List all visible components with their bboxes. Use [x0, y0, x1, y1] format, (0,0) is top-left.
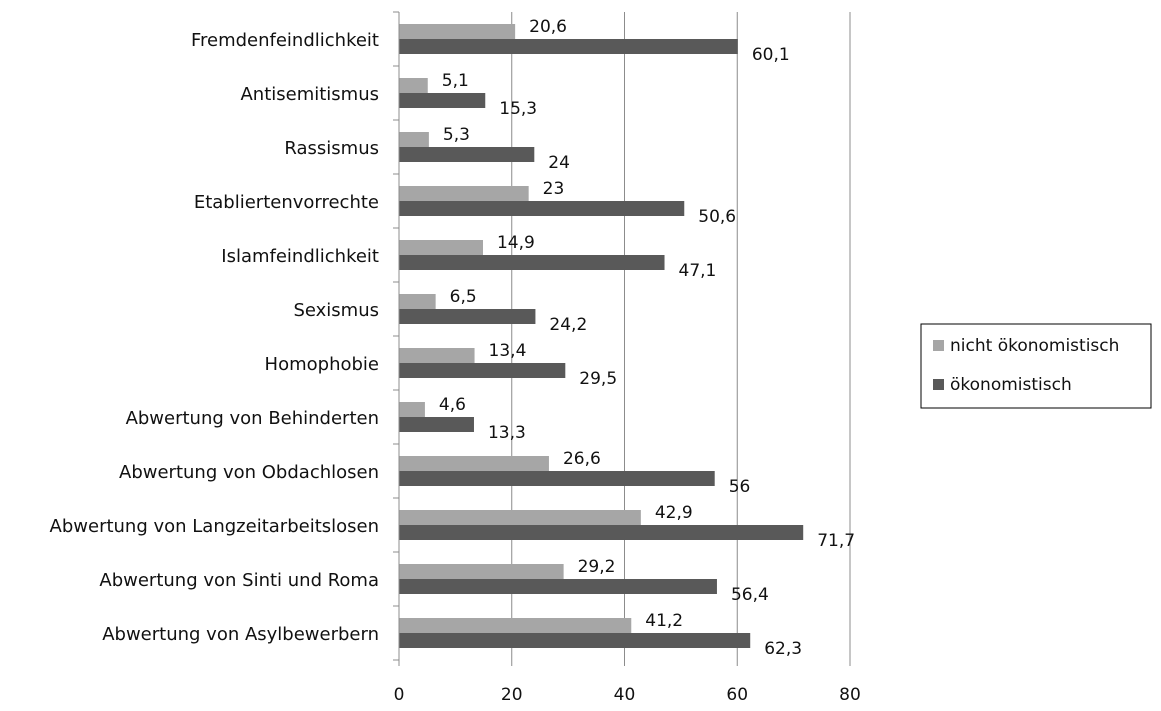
bar-nicht-okonomistisch: [399, 564, 564, 579]
data-label: 50,6: [698, 207, 736, 227]
x-tick-label: 80: [839, 685, 861, 705]
category-label: Etabliertenvorrechte: [194, 192, 379, 213]
data-label: 5,3: [443, 125, 470, 145]
category-label: Abwertung von Asylbewerbern: [102, 624, 379, 645]
category-label: Antisemitismus: [240, 84, 379, 105]
x-tick-label: 0: [394, 685, 405, 705]
bar-nicht-okonomistisch: [399, 24, 516, 39]
category-label: Sexismus: [293, 300, 379, 321]
x-tick-label: 20: [501, 685, 523, 705]
bar-okonomistisch: [399, 579, 717, 594]
data-label: 62,3: [764, 639, 802, 659]
data-label: 56: [729, 477, 751, 497]
data-label: 24,2: [549, 315, 587, 335]
data-label: 15,3: [499, 99, 537, 119]
bars: [399, 24, 804, 648]
bar-okonomistisch: [399, 39, 738, 54]
data-label: 13,3: [488, 423, 526, 443]
data-label: 26,6: [563, 449, 601, 469]
legend-box: [920, 323, 1152, 409]
data-label: 24: [548, 153, 570, 173]
legend-label-nicht-okonomistisch: nicht ökonomistisch: [950, 336, 1119, 356]
data-label: 23: [543, 179, 565, 199]
data-label: 60,1: [752, 45, 790, 65]
category-label: Abwertung von Langzeitarbeitslosen: [50, 516, 379, 537]
category-label: Abwertung von Obdachlosen: [119, 462, 379, 483]
data-label: 71,7: [817, 531, 855, 551]
data-label: 14,9: [497, 233, 535, 253]
legend-label-okonomistisch: ökonomistisch: [950, 375, 1072, 395]
bar-okonomistisch: [399, 93, 486, 108]
category-label: Islamfeindlichkeit: [221, 246, 379, 267]
data-label: 29,5: [579, 369, 617, 389]
category-label: Abwertung von Behinderten: [126, 408, 379, 429]
bar-nicht-okonomistisch: [399, 510, 641, 525]
data-label: 20,6: [529, 17, 567, 37]
x-tick-label: 40: [614, 685, 636, 705]
bar-nicht-okonomistisch: [399, 186, 529, 201]
bar-okonomistisch: [399, 525, 804, 540]
data-label: 56,4: [731, 585, 769, 605]
category-label: Rassismus: [284, 138, 379, 159]
category-label: Abwertung von Sinti und Roma: [99, 570, 379, 591]
data-label: 4,6: [439, 395, 466, 415]
legend: nicht ökonomistisch ökonomistisch: [920, 323, 1152, 409]
bar-nicht-okonomistisch: [399, 618, 632, 633]
data-label: 29,2: [578, 557, 616, 577]
x-tick-label: 60: [726, 685, 748, 705]
bar-nicht-okonomistisch: [399, 294, 436, 309]
data-label: 13,4: [489, 341, 527, 361]
bar-nicht-okonomistisch: [399, 132, 429, 147]
legend-swatch-okonomistisch: [933, 379, 944, 390]
bar-nicht-okonomistisch: [399, 78, 428, 93]
axes: 0 20 40 60 80: [393, 11, 861, 705]
bar-okonomistisch: [399, 363, 566, 378]
data-label: 6,5: [450, 287, 477, 307]
bar-okonomistisch: [399, 201, 685, 216]
data-label: 47,1: [679, 261, 717, 281]
data-label: 5,1: [442, 71, 469, 91]
bar-okonomistisch: [399, 147, 535, 162]
bar-nicht-okonomistisch: [399, 456, 549, 471]
bar-nicht-okonomistisch: [399, 240, 483, 255]
bar-okonomistisch: [399, 633, 751, 648]
bar-okonomistisch: [399, 417, 474, 432]
category-label: Homophobie: [265, 354, 379, 375]
labels: 20,6 60,1 Fremdenfeindlichkeit 5,1 15,3 Antis…: [50, 17, 856, 659]
data-label: 41,2: [645, 611, 683, 631]
bar-okonomistisch: [399, 309, 536, 324]
gridlines: [511, 12, 851, 660]
bar-nicht-okonomistisch: [399, 348, 475, 363]
bar-nicht-okonomistisch: [399, 402, 425, 417]
legend-swatch-nicht-okonomistisch: [933, 340, 944, 351]
bar-okonomistisch: [399, 255, 665, 270]
category-label: Fremdenfeindlichkeit: [191, 30, 379, 51]
data-label: 42,9: [655, 503, 693, 523]
bar-okonomistisch: [399, 471, 715, 486]
